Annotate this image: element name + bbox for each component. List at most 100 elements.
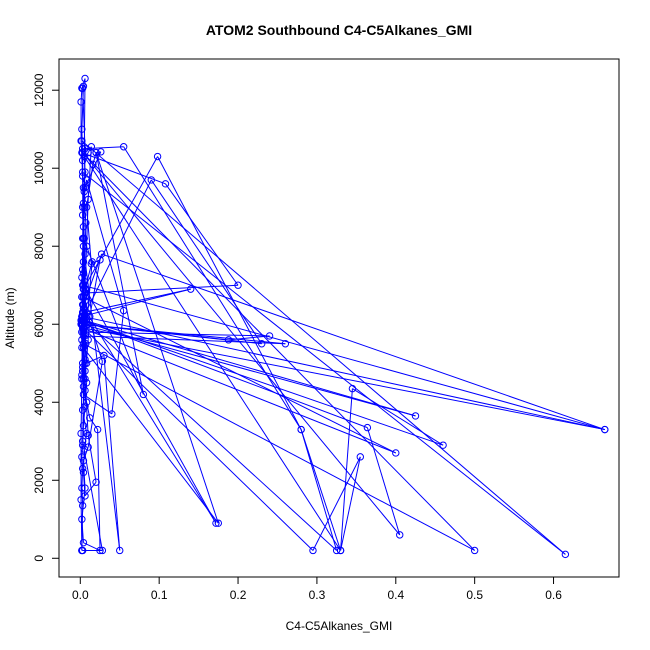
data-point bbox=[78, 172, 87, 180]
data-point bbox=[281, 340, 290, 348]
data-point bbox=[78, 363, 87, 371]
data-point bbox=[78, 371, 86, 379]
series-segment bbox=[82, 172, 84, 344]
data-point bbox=[79, 293, 88, 301]
data-point bbox=[79, 538, 88, 547]
x-tick-label: 0.0 bbox=[72, 588, 89, 602]
series-segment bbox=[84, 378, 89, 436]
data-point bbox=[81, 74, 89, 83]
data-point bbox=[79, 340, 88, 348]
series-segment bbox=[83, 327, 314, 551]
series-segment bbox=[82, 146, 124, 150]
data-point bbox=[78, 316, 87, 325]
series-segment bbox=[340, 456, 361, 551]
data-point bbox=[336, 546, 345, 555]
data-point bbox=[78, 312, 86, 321]
data-point bbox=[297, 425, 305, 434]
series-segment bbox=[82, 152, 476, 551]
data-point bbox=[265, 332, 274, 340]
data-point bbox=[77, 429, 85, 438]
data-point bbox=[82, 219, 90, 227]
data-point bbox=[212, 519, 220, 527]
data-point bbox=[78, 145, 87, 153]
data-point bbox=[88, 258, 96, 266]
data-point bbox=[78, 156, 87, 165]
data-point bbox=[81, 492, 89, 500]
data-point bbox=[78, 359, 87, 367]
data-point bbox=[78, 367, 87, 375]
series-segment bbox=[82, 319, 444, 446]
series-segment bbox=[86, 179, 125, 311]
series-segment bbox=[81, 86, 84, 130]
series-segment bbox=[157, 156, 302, 430]
series-segment bbox=[82, 284, 605, 431]
series-segment bbox=[85, 335, 286, 345]
series-segment bbox=[82, 319, 368, 429]
data-point bbox=[79, 324, 88, 332]
series-segment bbox=[150, 179, 263, 345]
data-point bbox=[93, 425, 102, 434]
data-point bbox=[147, 176, 155, 184]
data-point bbox=[81, 402, 89, 410]
data-point bbox=[161, 180, 170, 188]
data-point bbox=[79, 390, 88, 399]
data-point bbox=[78, 515, 86, 523]
data-point bbox=[78, 203, 87, 211]
series-segment bbox=[83, 319, 337, 551]
series-segment bbox=[83, 394, 113, 415]
data-point bbox=[116, 546, 124, 555]
data-point bbox=[97, 148, 105, 156]
series-segment bbox=[85, 284, 239, 294]
data-point bbox=[78, 464, 87, 473]
series-segment bbox=[83, 343, 475, 551]
data-point bbox=[309, 546, 317, 555]
data-point bbox=[78, 546, 87, 555]
data-point bbox=[80, 304, 88, 313]
series-segment bbox=[87, 361, 103, 448]
data-point bbox=[78, 273, 86, 282]
series-segment bbox=[80, 88, 83, 102]
series-segment bbox=[81, 323, 286, 345]
series-segment bbox=[300, 429, 338, 551]
y-tick-label: 8000 bbox=[32, 233, 46, 260]
data-point bbox=[78, 441, 87, 449]
data-point bbox=[234, 281, 242, 289]
series-segment bbox=[312, 456, 361, 551]
x-tick-label: 0.6 bbox=[545, 588, 562, 602]
data-point bbox=[470, 546, 479, 555]
data-point bbox=[224, 336, 233, 344]
y-tick-label: 10000 bbox=[32, 151, 46, 185]
series-segment bbox=[366, 427, 401, 536]
series-segment bbox=[87, 435, 97, 483]
data-point bbox=[79, 258, 88, 266]
series-segment bbox=[92, 152, 97, 165]
data-point bbox=[601, 425, 609, 434]
data-point bbox=[79, 457, 88, 465]
series-segment bbox=[97, 429, 101, 551]
series-segment bbox=[101, 253, 605, 431]
plot-series-group bbox=[77, 74, 609, 559]
y-tick-label: 12000 bbox=[32, 73, 46, 107]
data-point bbox=[80, 445, 88, 453]
data-point bbox=[79, 421, 88, 430]
y-axis: 0 2000 4000 6000 8000 10000 12000 bbox=[32, 73, 60, 562]
series-segment bbox=[82, 315, 605, 431]
data-point bbox=[81, 168, 89, 176]
series-segment bbox=[89, 417, 99, 430]
data-point bbox=[100, 351, 108, 360]
data-point bbox=[78, 84, 86, 92]
data-point bbox=[363, 423, 372, 432]
series-segment bbox=[83, 288, 191, 314]
data-point bbox=[79, 199, 88, 208]
data-point bbox=[78, 406, 87, 414]
data-point bbox=[82, 398, 91, 406]
series-segment bbox=[81, 456, 84, 469]
series-segment bbox=[84, 319, 416, 417]
data-point bbox=[81, 332, 89, 340]
data-point bbox=[187, 285, 195, 293]
data-point bbox=[98, 546, 107, 555]
data-point bbox=[78, 265, 87, 274]
series-segment bbox=[83, 347, 219, 524]
data-point bbox=[78, 168, 87, 176]
data-point bbox=[89, 160, 97, 169]
